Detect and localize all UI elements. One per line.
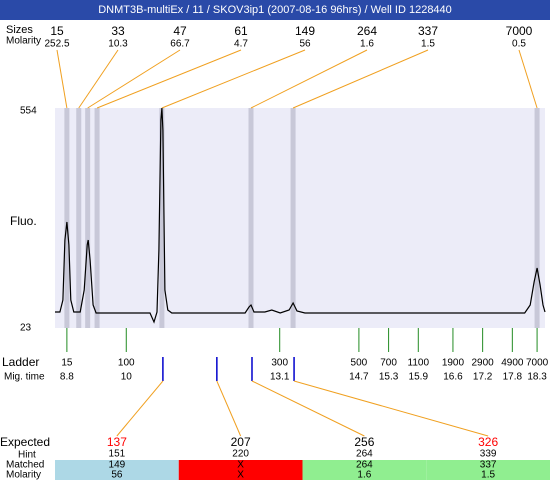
peak-connector [56, 49, 68, 109]
matched: X [237, 460, 244, 471]
peak-connector [250, 49, 368, 109]
expected-connector [293, 380, 489, 437]
ladder-size: 500 [351, 358, 368, 369]
peak-molarity: 1.6 [360, 39, 374, 50]
matched: 264 [356, 460, 373, 471]
ladder-size: 1100 [408, 358, 430, 369]
matched: 149 [109, 460, 126, 471]
row-label: Molarity [6, 470, 41, 480]
expected-size: 256 [354, 435, 374, 449]
peak-size: 7000 [506, 24, 533, 38]
peak-connector [96, 49, 242, 109]
peak-band [534, 108, 540, 328]
peak-connector [161, 49, 306, 109]
ladder-time: 16.6 [443, 372, 463, 383]
ladder-time: 8.8 [60, 372, 74, 383]
row-label: Hint [18, 450, 36, 461]
peak-band [248, 108, 254, 328]
matched: 337 [480, 460, 497, 471]
peak-molarity: 4.7 [234, 39, 248, 50]
y-axis-label: Fluo. [10, 214, 37, 228]
peak-size: 15 [50, 24, 64, 38]
expected-connector [116, 380, 164, 437]
ladder-size: 2900 [472, 358, 495, 369]
row-label: Sizes [6, 24, 33, 36]
peak-molarity: 66.7 [170, 39, 190, 50]
matched-molarity: 1.5 [481, 470, 495, 480]
match-cell [178, 460, 303, 480]
ladder-size: 7000 [526, 358, 549, 369]
peak-band [290, 108, 296, 328]
trace [55, 107, 546, 324]
y-tick-label: 554 [20, 106, 37, 117]
peak-size: 61 [234, 24, 248, 38]
ladder-time: 17.2 [473, 372, 493, 383]
ladder-time: 17.8 [503, 372, 523, 383]
ladder-time: 15.9 [409, 372, 429, 383]
peak-size: 264 [357, 24, 377, 38]
peak-connector [87, 49, 181, 109]
hint: 264 [356, 449, 373, 460]
peak-molarity: 10.3 [108, 39, 128, 50]
y-tick-label: 23 [20, 323, 32, 334]
peak-band [159, 108, 165, 328]
peak-size: 337 [418, 24, 438, 38]
match-cell [426, 460, 550, 480]
ladder-size: 4900 [501, 358, 524, 369]
peak-molarity: 1.5 [421, 39, 435, 50]
ladder-size: 700 [380, 358, 397, 369]
matched-molarity: 56 [111, 470, 123, 480]
peak-size: 149 [295, 24, 315, 38]
expected-size: 207 [231, 435, 251, 449]
hint: 151 [109, 449, 126, 460]
peak-molarity: 56 [299, 39, 311, 50]
row-label: Mig. time [4, 372, 45, 383]
peak-size: 33 [111, 24, 125, 38]
expected-connector [216, 380, 242, 437]
hint: 220 [232, 449, 249, 460]
hint: 339 [480, 449, 497, 460]
matched-molarity: 1.6 [357, 470, 371, 480]
peak-band [76, 108, 82, 328]
plot-background [55, 108, 545, 328]
title-bar [0, 0, 550, 20]
peak-molarity: 252.5 [44, 39, 69, 50]
matched-molarity: X [237, 470, 244, 480]
peak-connector [292, 49, 429, 109]
ladder-time: 15.3 [379, 372, 399, 383]
ladder-size: 15 [61, 358, 73, 369]
ladder-time: 10 [121, 372, 133, 383]
expected-size: 326 [478, 435, 498, 449]
ladder-time: 14.7 [349, 372, 369, 383]
ladder-size: 1900 [442, 358, 465, 369]
expected-connector [251, 380, 365, 437]
ladder-time: 13.1 [270, 372, 290, 383]
row-label: Expected [0, 435, 50, 449]
match-cell [55, 460, 179, 480]
row-label: Molarity [6, 36, 41, 47]
row-label: Matched [6, 460, 44, 471]
peak-size: 47 [173, 24, 187, 38]
expected-size: 137 [107, 435, 127, 449]
title: DNMT3B-multiEx / 11 / SKOV3ip1 (2007-08-… [98, 4, 452, 16]
match-cell [302, 460, 427, 480]
peak-band [64, 108, 70, 328]
peak-connector [78, 49, 119, 109]
peak-band [94, 108, 100, 328]
peak-band [85, 108, 91, 328]
ladder-size: 100 [118, 358, 135, 369]
row-label: Ladder [2, 355, 39, 369]
ladder-time: 18.3 [527, 372, 547, 383]
ladder-size: 300 [271, 358, 288, 369]
peak-molarity: 0.5 [512, 39, 526, 50]
peak-connector [518, 49, 538, 109]
